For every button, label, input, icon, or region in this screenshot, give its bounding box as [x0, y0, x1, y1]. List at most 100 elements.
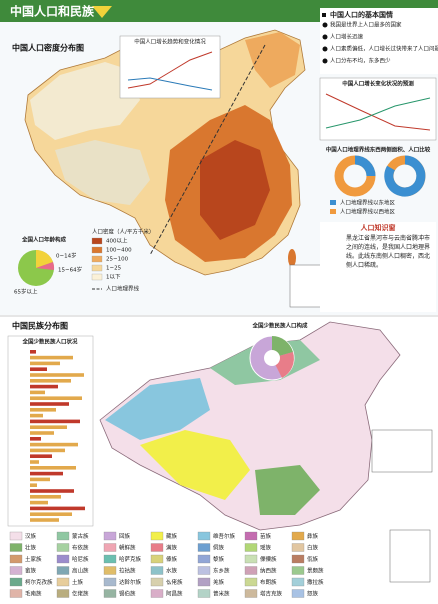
legend-swatch [150, 589, 164, 598]
bars-inset-title: 全国少数民族人口状况 [21, 338, 78, 346]
decor-bar [30, 500, 48, 505]
legend-swatch [91, 237, 103, 245]
legend-label: 高山族 [72, 567, 89, 575]
legend-swatch [197, 589, 211, 598]
legend-label: 水族 [166, 567, 178, 575]
legend-label: 仡佬族 [72, 590, 89, 598]
legend-swatch [9, 566, 23, 575]
age-slice [36, 262, 55, 270]
decor-bar [30, 466, 76, 470]
legend-label: 白族 [307, 544, 319, 552]
legend-swatch [56, 531, 70, 541]
legend-swatch [91, 273, 103, 281]
legend-label: 布朗族 [260, 578, 277, 586]
legend-label: 回族 [119, 532, 131, 540]
legend-swatch [103, 543, 117, 552]
legend-label: 1以下 [106, 274, 121, 281]
legend-swatch [91, 264, 103, 272]
legend-swatch [56, 589, 70, 598]
age-title: 全国人口年龄构成 [21, 236, 67, 244]
forecast-box [319, 77, 437, 141]
decor-bar [30, 350, 36, 354]
decor-bar [30, 437, 41, 441]
legend-swatch [197, 543, 211, 552]
header-arrow [92, 6, 112, 18]
legend-swatch [103, 554, 117, 564]
legend-swatch [150, 577, 164, 587]
legend-label: 藏族 [166, 532, 178, 540]
decor-bar [30, 483, 37, 487]
forecast-line [325, 97, 431, 129]
legend-swatch [330, 209, 336, 214]
growth-inset [119, 35, 221, 99]
legend-swatch [197, 531, 211, 541]
decor-bar [30, 506, 85, 511]
knowledge-box [320, 222, 436, 312]
legend-label: 阿昌族 [166, 590, 183, 598]
legend-label: 哈尼族 [72, 555, 89, 563]
core-dense [200, 140, 270, 240]
decor-bar [30, 413, 43, 418]
taiwan [288, 249, 296, 267]
legend-label: 纳西族 [260, 567, 277, 575]
legend-label: 黎族 [213, 555, 225, 563]
fact-item: 人口增长迅速 [330, 33, 364, 41]
fact-item: 人口素质偏低，人口增长过快带来了人口问题 [330, 45, 438, 53]
decor-bar [30, 512, 72, 516]
decor-bar [30, 460, 39, 464]
legend-label: 满族 [166, 544, 178, 552]
decor-bar [30, 454, 52, 458]
legend-swatch [103, 577, 117, 587]
bullet [322, 46, 328, 52]
decor-bar [30, 477, 50, 482]
legend-label: 土族 [72, 578, 84, 586]
legend-title: 人口密度（人/平方千米） [92, 228, 154, 236]
decor-bar [30, 425, 67, 429]
legend-label: 1~25 [106, 266, 122, 272]
pie-hole [264, 350, 280, 366]
legend-swatch [103, 531, 117, 541]
legend-swatch [103, 589, 117, 598]
decor-bar [30, 373, 84, 377]
legend-swatch [91, 255, 103, 263]
population-line [149, 44, 266, 256]
legend-swatch [9, 554, 23, 564]
tibet-region [140, 430, 250, 500]
legend-label: 东乡族 [213, 567, 230, 575]
xinjiang-region [105, 378, 210, 440]
knowledge-title: 人口知识窗 [361, 223, 396, 232]
section-title: 中国人口密度分布图 [12, 43, 84, 53]
decor-bar [30, 419, 80, 424]
legend-swatch [91, 246, 103, 254]
legend-swatch [56, 577, 70, 587]
legend-label: 塔吉克族 [260, 590, 283, 598]
legend-swatch [244, 531, 258, 541]
legend-label: 景颇族 [307, 567, 324, 575]
bars-inset [7, 335, 94, 527]
forecast-title: 中国人口增长变化状况的预测 [342, 80, 414, 88]
decor-bar [30, 390, 45, 395]
legend-label: 人口地理界线 [106, 285, 140, 293]
legend-label: 土家族 [25, 555, 42, 563]
legend-label: 傈僳族 [260, 555, 277, 563]
legend-swatch [150, 566, 164, 575]
decor-bar [30, 355, 73, 360]
decor-bar [30, 361, 60, 366]
legend-label: 毛南族 [25, 590, 42, 598]
legend-label: 100~400 [106, 248, 132, 254]
decor-bar [30, 471, 63, 476]
decor-bar [30, 379, 71, 383]
age-label: 65岁以上 [14, 288, 38, 296]
fact-item: 我国是世界上人口最多的国家 [330, 21, 402, 29]
legend-swatch [56, 554, 70, 564]
donut-part [354, 155, 376, 177]
fact-item: 人口分布不均，东多西少 [330, 57, 391, 65]
northwest-sparse [30, 62, 140, 140]
inset-title: 中国人口增长趋势和变化情况 [134, 38, 206, 46]
legend-label: 畲族 [25, 567, 37, 575]
legend-label: 怒族 [307, 590, 319, 598]
legend-label: 普米族 [213, 590, 230, 598]
decor-bar [30, 518, 59, 522]
northeast [245, 32, 300, 88]
